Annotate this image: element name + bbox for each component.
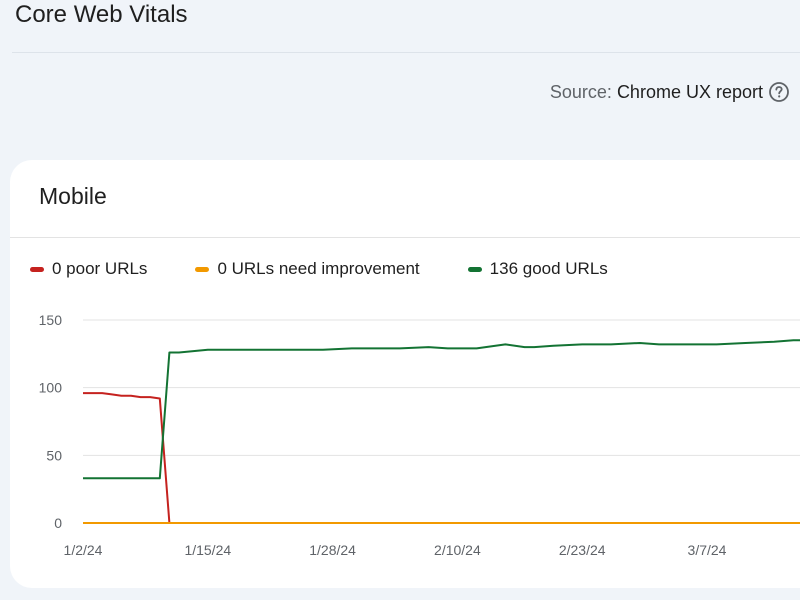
y-tick-label: 100 xyxy=(39,380,63,396)
mobile-report-card: Mobile 0 poor URLs 0 URLs need improveme… xyxy=(10,160,800,588)
card-divider xyxy=(10,237,800,238)
x-tick-label: 2/23/24 xyxy=(559,542,606,558)
x-axis-ticks: 1/2/24 1/15/24 1/28/24 2/10/24 2/23/24 3/7/24 xyxy=(64,542,727,558)
title-divider xyxy=(12,52,800,53)
y-axis-ticks: 0 50 100 150 xyxy=(39,312,63,531)
legend-swatch-poor xyxy=(30,266,44,272)
chart-series xyxy=(83,339,800,524)
legend-item-needs-improvement[interactable]: 0 URLs need improvement xyxy=(195,258,420,280)
series-line-good xyxy=(83,339,800,480)
y-tick-label: 0 xyxy=(54,515,62,531)
chart-legend: 0 poor URLs 0 URLs need improvement 136 … xyxy=(30,258,656,280)
legend-swatch-needs-improvement xyxy=(195,266,210,272)
x-tick-label: 1/2/24 xyxy=(64,542,103,558)
legend-swatch-good xyxy=(467,266,482,272)
page-title: Core Web Vitals xyxy=(15,1,188,28)
series-line-poor xyxy=(83,392,800,524)
y-tick-label: 50 xyxy=(46,447,62,463)
x-tick-label: 1/28/24 xyxy=(309,542,356,558)
y-tick-label: 150 xyxy=(39,312,63,328)
legend-item-poor[interactable]: 0 poor URLs xyxy=(30,258,147,280)
legend-item-good[interactable]: 136 good URLs xyxy=(467,258,608,280)
x-tick-label: 1/15/24 xyxy=(184,542,231,558)
legend-label-needs-improvement: 0 URLs need improvement xyxy=(217,259,420,278)
source-label: Source: xyxy=(549,82,612,102)
legend-label-poor: 0 poor URLs xyxy=(52,259,148,278)
card-title: Mobile xyxy=(39,183,107,209)
legend-label-good: 136 good URLs xyxy=(489,259,608,278)
x-tick-label: 3/7/24 xyxy=(688,542,727,558)
data-source: Source: Chrome UX report xyxy=(550,80,790,104)
x-tick-label: 2/10/24 xyxy=(434,542,481,558)
source-value: Chrome UX report xyxy=(616,82,763,102)
url-trend-chart[interactable]: 0 50 100 150 1/2/24 1/15/24 1/28/24 2/10/24 2/2… xyxy=(10,160,800,588)
help-icon[interactable] xyxy=(768,81,790,103)
